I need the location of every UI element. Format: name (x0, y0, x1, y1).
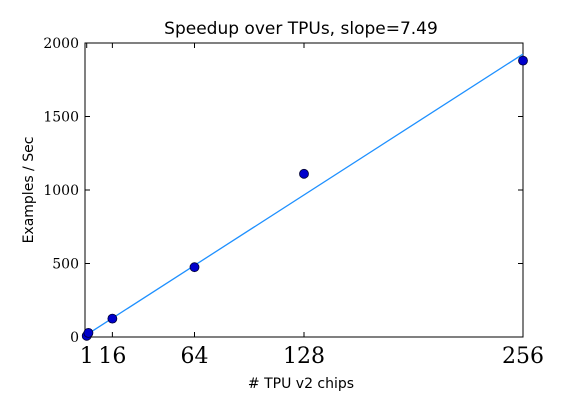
x-axis-label: # TPU v2 chips (248, 376, 354, 392)
y-tick-label: 1500 (43, 110, 79, 126)
fit-line (84, 53, 524, 337)
data-point (299, 168, 309, 179)
plot-area: 0 500 1000 1500 2000 1 16 64 128 256 (43, 36, 544, 369)
y-tick-label: 500 (52, 257, 79, 273)
x-tick-label: 128 (283, 344, 325, 369)
x-tick-label: 1 (80, 344, 94, 369)
y-tick-label: 1000 (43, 183, 79, 199)
chart-title: Speedup over TPUs, slope=7.49 (164, 19, 438, 39)
data-point (107, 313, 118, 324)
y-axis-label: Examples / Sec (21, 137, 37, 244)
data-point (83, 327, 94, 338)
x-tick-label: 16 (98, 344, 126, 369)
x-tick-label: 64 (181, 344, 209, 369)
data-point (189, 262, 200, 273)
data-point (518, 55, 528, 66)
y-tick-label: 0 (70, 330, 79, 346)
x-tick-label: 256 (502, 344, 544, 369)
y-tick-label: 2000 (43, 36, 79, 52)
